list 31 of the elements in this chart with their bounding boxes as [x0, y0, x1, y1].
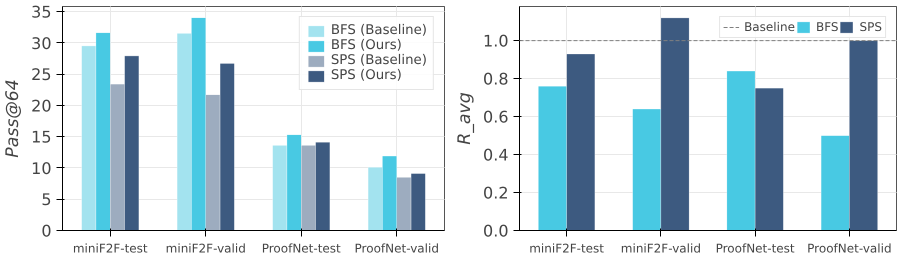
legend-label: BFS (Baseline) [330, 23, 427, 38]
y-tick-label: 25 [31, 65, 52, 84]
legend-label: BFS (Ours) [330, 38, 402, 53]
y-tick-label: 1.0 [483, 32, 509, 51]
y-tick-label: 10 [31, 158, 52, 178]
y-tick-label: 0.0 [483, 222, 509, 240]
legend-label: SPS [860, 20, 882, 34]
x-tick-label: miniF2F-valid [166, 242, 246, 256]
y-tick-label: 0 [41, 222, 52, 240]
legend-label: SPS (Ours) [330, 68, 402, 83]
x-tick-label: miniF2F-test [72, 242, 148, 256]
legend-label: BFS [816, 20, 839, 34]
x-tick-label: ProofNet-valid [807, 242, 892, 256]
y-tick-label: 20 [31, 96, 52, 116]
y-tick-label: 15 [31, 128, 52, 147]
y-axis-title: R_avg [455, 92, 476, 145]
x-tick-label: ProofNet-test [716, 242, 795, 256]
x-tick-label: miniF2F-test [529, 242, 604, 256]
legend-label: Baseline [744, 20, 795, 34]
y-tick-label: 0.8 [483, 70, 509, 89]
legend-label: SPS (Baseline) [330, 53, 427, 68]
x-tick-label: ProofNet-valid [354, 242, 439, 256]
y-tick-label: 35 [31, 2, 52, 22]
y-tick-label: 0.2 [483, 184, 509, 203]
x-tick-label: ProofNet-test [262, 242, 342, 256]
y-tick-label: 0.4 [483, 146, 509, 165]
y-tick-label: 0.6 [483, 108, 509, 127]
x-tick-label: miniF2F-valid [620, 242, 701, 256]
y-tick-label: 5 [41, 190, 52, 210]
y-tick-label: 30 [31, 34, 52, 53]
y-axis-title: Pass@64 [3, 79, 24, 158]
